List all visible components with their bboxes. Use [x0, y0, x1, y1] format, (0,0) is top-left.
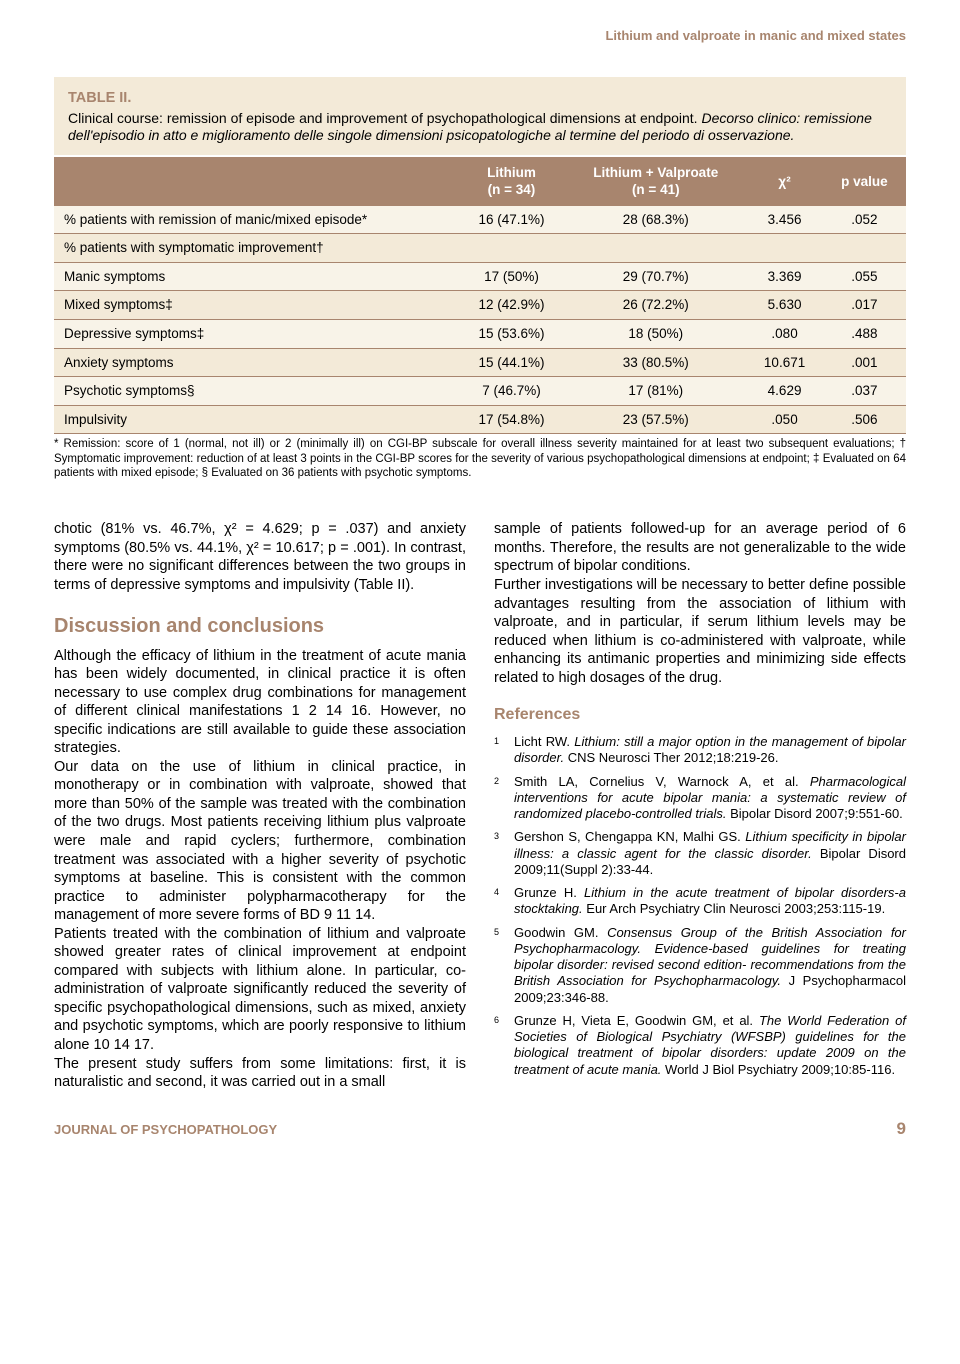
table-cell: 33 (80.5%): [565, 348, 746, 377]
table-cell: 17 (54.8%): [458, 405, 566, 434]
table-cell: Depressive symptoms‡: [54, 320, 458, 349]
table-cell: 17 (50%): [458, 262, 566, 291]
table-cell: .055: [823, 262, 906, 291]
table-header: Lithium + Valproate(n = 41): [565, 157, 746, 206]
reference-text: Licht RW. Lithium: still a major option …: [514, 734, 906, 767]
table-caption-en: Clinical course: remission of episode an…: [68, 110, 892, 145]
table-cell: .488: [823, 320, 906, 349]
table-row: % patients with remission of manic/mixed…: [54, 206, 906, 234]
table-cell: .052: [823, 206, 906, 234]
discussion-heading: Discussion and conclusions: [54, 613, 466, 639]
table-row: Manic symptoms17 (50%)29 (70.7%)3.369.05…: [54, 262, 906, 291]
page-number: 9: [897, 1118, 906, 1140]
reference-item: 1 Licht RW. Lithium: still a major option…: [494, 734, 906, 767]
table-header: [54, 157, 458, 206]
journal-name: JOURNAL OF PSYCHOPATHOLOGY: [54, 1122, 277, 1139]
table-cell: Mixed symptoms‡: [54, 291, 458, 320]
table-cell: 29 (70.7%): [565, 262, 746, 291]
body-columns: chotic (81% vs. 46.7%, χ² = 4.629; p = .…: [54, 520, 906, 1091]
table-footnote: * Remission: score of 1 (normal, not ill…: [54, 437, 906, 480]
right-para-2: Further investigations will be necessary…: [494, 576, 906, 687]
table-cell: 5.630: [746, 291, 823, 320]
table-cell: Anxiety symptoms: [54, 348, 458, 377]
table-cell: 17 (81%): [565, 377, 746, 406]
reference-number: 4: [494, 885, 502, 918]
table-cell: 28 (68.3%): [565, 206, 746, 234]
table-cell: 3.369: [746, 262, 823, 291]
running-header: Lithium and valproate in manic and mixed…: [54, 28, 906, 45]
table-row: Psychotic symptoms§7 (46.7%)17 (81%)4.62…: [54, 377, 906, 406]
reference-text: Gershon S, Chengappa KN, Malhi GS. Lithi…: [514, 829, 906, 878]
table-cell: 7 (46.7%): [458, 377, 566, 406]
table-cell: 12 (42.9%): [458, 291, 566, 320]
table-cell: Impulsivity: [54, 405, 458, 434]
table-cell: .017: [823, 291, 906, 320]
reference-item: 4 Grunze H. Lithium in the acute treatmen…: [494, 885, 906, 918]
left-para-1: chotic (81% vs. 46.7%, χ² = 4.629; p = .…: [54, 520, 466, 594]
reference-text: Grunze H, Vieta E, Goodwin GM, et al. Th…: [514, 1013, 906, 1078]
table-cell: [823, 234, 906, 263]
table-header: χ²: [746, 157, 823, 206]
table-cell: Manic symptoms: [54, 262, 458, 291]
reference-text: Goodwin GM. Consensus Group of the Briti…: [514, 925, 906, 1006]
right-para-1: sample of patients followed-up for an av…: [494, 520, 906, 576]
table-cell: .001: [823, 348, 906, 377]
table-row: Depressive symptoms‡15 (53.6%)18 (50%).0…: [54, 320, 906, 349]
reference-number: 6: [494, 1013, 502, 1078]
reference-text: Grunze H. Lithium in the acute treatment…: [514, 885, 906, 918]
table-cell: 16 (47.1%): [458, 206, 566, 234]
reference-item: 2Smith LA, Cornelius V, Warnock A, et al…: [494, 774, 906, 823]
table-cell: .050: [746, 405, 823, 434]
table-cell: 3.456: [746, 206, 823, 234]
table-cell: .080: [746, 320, 823, 349]
page-footer: JOURNAL OF PSYCHOPATHOLOGY 9: [54, 1118, 906, 1140]
table-cell: % patients with symptomatic improvement†: [54, 234, 458, 263]
left-para-3: Our data on the use of lithium in clinic…: [54, 758, 466, 925]
clinical-table: Lithium(n = 34)Lithium + Valproate(n = 4…: [54, 157, 906, 434]
table-cell: [746, 234, 823, 263]
reference-text: Smith LA, Cornelius V, Warnock A, et al.…: [514, 774, 906, 823]
reference-number: 1: [494, 734, 502, 767]
right-column: sample of patients followed-up for an av…: [494, 520, 906, 1091]
table-cell: 4.629: [746, 377, 823, 406]
table-header: Lithium(n = 34): [458, 157, 566, 206]
table-cell: 10.671: [746, 348, 823, 377]
table-cell: 15 (53.6%): [458, 320, 566, 349]
caption-en-text: Clinical course: remission of episode an…: [68, 110, 698, 126]
table-cell: [458, 234, 566, 263]
left-para-5: The present study suffers from some limi…: [54, 1055, 466, 1092]
reference-number: 3: [494, 829, 502, 878]
references-heading: References: [494, 705, 906, 726]
table-header: p value: [823, 157, 906, 206]
table-cell: [565, 234, 746, 263]
table-label: TABLE II.: [68, 89, 892, 108]
table-row: % patients with symptomatic improvement†: [54, 234, 906, 263]
table-cell: Psychotic symptoms§: [54, 377, 458, 406]
table-cell: 26 (72.2%): [565, 291, 746, 320]
table-row: Mixed symptoms‡12 (42.9%)26 (72.2%)5.630…: [54, 291, 906, 320]
table-cell: .037: [823, 377, 906, 406]
reference-item: 5Goodwin GM. Consensus Group of the Brit…: [494, 925, 906, 1006]
table-cell: 18 (50%): [565, 320, 746, 349]
table-cell: .506: [823, 405, 906, 434]
reference-item: 3Gershon S, Chengappa KN, Malhi GS. Lith…: [494, 829, 906, 878]
left-column: chotic (81% vs. 46.7%, χ² = 4.629; p = .…: [54, 520, 466, 1091]
left-para-2: Although the efficacy of lithium in the …: [54, 647, 466, 758]
table-row: Impulsivity17 (54.8%)23 (57.5%).050.506: [54, 405, 906, 434]
table-cell: 15 (44.1%): [458, 348, 566, 377]
table-cell: 23 (57.5%): [565, 405, 746, 434]
table-cell: % patients with remission of manic/mixed…: [54, 206, 458, 234]
reference-number: 2: [494, 774, 502, 823]
table-row: Anxiety symptoms15 (44.1%)33 (80.5%)10.6…: [54, 348, 906, 377]
left-para-4: Patients treated with the combination of…: [54, 925, 466, 1055]
reference-item: 6Grunze H, Vieta E, Goodwin GM, et al. T…: [494, 1013, 906, 1078]
table-caption-box: TABLE II. Clinical course: remission of …: [54, 77, 906, 155]
reference-number: 5: [494, 925, 502, 1006]
reference-list: 1 Licht RW. Lithium: still a major option…: [494, 734, 906, 1078]
